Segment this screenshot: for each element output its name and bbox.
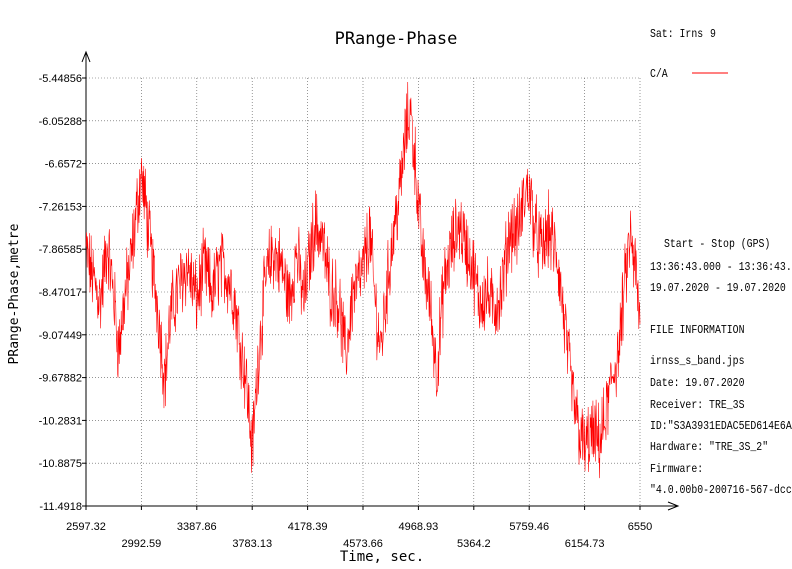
file-date: Date: 19.07.2020 (650, 376, 745, 390)
sat-number: 9 (710, 27, 716, 41)
time-range: 13:36:43.000 - 13:36:43.000 (650, 260, 792, 274)
hardware: Hardware: "TRE_3S_2" (650, 440, 769, 454)
x-tick-labels: 2597.32 2992.59 3387.86 3783.13 4178.39 4573.… (66, 521, 652, 550)
start-stop-heading: Start - Stop (GPS) (664, 237, 771, 251)
x-tick-label: 4968.93 (399, 521, 439, 533)
x-tick-label: 3387.86 (177, 521, 217, 533)
y-tick-label: -7.26153 (39, 201, 82, 213)
y-tick-label: -9.67882 (39, 373, 82, 385)
file-name: irnss_s_band.jps (650, 354, 745, 368)
x-tick-label: 4573.66 (343, 538, 383, 550)
grid (86, 77, 641, 506)
x-tick-label: 5759.46 (509, 521, 549, 533)
series-layer (85, 82, 641, 479)
legend-label: C/A (650, 67, 668, 81)
firmware-label: Firmware: (650, 462, 704, 476)
x-tick-label: 3783.13 (232, 538, 272, 550)
y-tick-label: -11.4918 (39, 501, 82, 513)
firmware-value: "4.0.00b0-200716-567-dcc6" (650, 483, 792, 497)
y-tick-label: -10.2831 (39, 415, 82, 427)
date-range: 19.07.2020 - 19.07.2020 (650, 281, 786, 295)
x-axis-label: Time, sec. (340, 549, 424, 565)
x-tick-label: 6154.73 (565, 538, 605, 550)
x-tick-label: 2597.32 (66, 521, 106, 533)
sat-label: Sat: Irns (650, 27, 704, 41)
y-tick-label: -7.86585 (39, 244, 82, 256)
x-tick-label: 6550 (628, 521, 652, 533)
y-axis-label: PRange-Phase,metre (7, 223, 22, 364)
x-tick-label: 2992.59 (122, 538, 162, 550)
x-axis-arrow (667, 501, 680, 511)
y-tick-label: -6.6572 (45, 159, 82, 171)
y-tick-label: -8.47017 (39, 287, 82, 299)
series-line-ca (85, 82, 641, 479)
file-info-heading: FILE INFORMATION (650, 323, 745, 337)
y-tick-label: -5.44856 (39, 73, 82, 85)
y-tick-label: -6.05288 (39, 116, 82, 128)
y-axis-arrow (81, 50, 91, 63)
y-tick-labels: -5.44856 -6.05288 -6.6572 -7.26153 -7.86585 -… (39, 73, 82, 513)
x-tick-label: 4178.39 (288, 521, 328, 533)
x-tick-label: 5364.2 (457, 538, 491, 550)
y-tick-label: -10.8875 (39, 458, 82, 470)
chart-title: PRange-Phase (335, 29, 458, 49)
y-tick-label: -9.07449 (39, 330, 82, 342)
axes (81, 50, 680, 511)
receiver: Receiver: TRE_3S (650, 398, 745, 412)
receiver-id: ID:"S3A3931EDAC5ED614E6A49C87 (650, 419, 792, 433)
